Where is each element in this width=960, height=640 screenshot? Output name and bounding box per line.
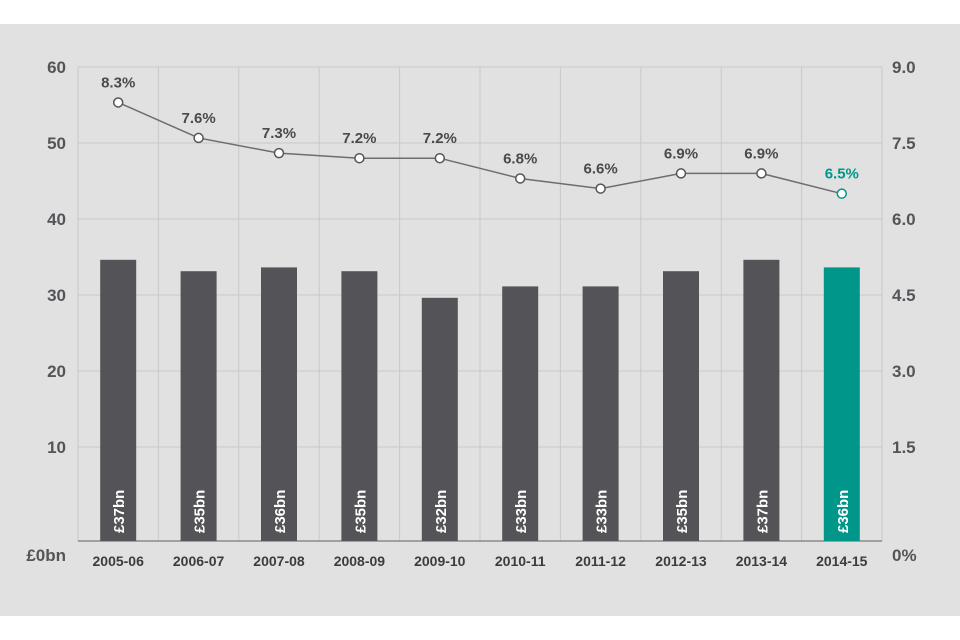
line-point [675,168,687,179]
line-value-label: 7.3% [262,125,296,142]
bars [100,259,860,541]
category-label: 2012-13 [655,553,707,569]
bar-label: £36bn [835,490,852,533]
left-tick-label: 40 [47,210,66,229]
category-label: 2006-07 [173,553,225,569]
bar [582,286,619,541]
right-axis: 0% 1.5 3.0 4.5 6.0 7.5 9.0 [892,58,917,565]
line-point [756,168,767,179]
category-label: 2014-15 [816,553,868,569]
bar-label: £35bn [352,490,369,533]
right-tick-label: 9.0 [892,58,916,77]
right-tick-label: 6.0 [892,210,916,229]
right-tick-label: 7.5 [892,134,916,153]
bar [743,259,780,541]
left-tick-label: 20 [47,362,66,381]
bar [823,267,860,541]
bar [261,267,297,541]
right-tick-label: 1.5 [892,438,916,457]
bar-label: £35bn [674,490,691,533]
bar [100,259,137,541]
bar [421,297,458,541]
line-point [112,97,124,108]
category-label: 2009-10 [414,553,466,569]
category-label: 2011-12 [575,553,626,569]
bar-label: £37bn [754,490,771,533]
line-value-label: 7.2% [423,130,457,147]
series-line [117,101,842,195]
right-tick-label: 3.0 [892,362,916,381]
left-tick-label: 50 [47,134,66,153]
line-point [514,173,526,184]
line-point [434,152,446,164]
bar-label: £32bn [433,490,450,533]
bar [341,271,378,541]
left-tick-label: £0bn [26,546,66,565]
bar-labels: £37bn £35bn £36bn £35bn £32bn £33bn £33bn £35bn… [111,490,852,533]
line-value-label: 6.9% [744,145,778,162]
bar-label: £33bn [513,490,530,533]
line-value-label: 6.6% [583,161,617,178]
line-value-label: 7.2% [342,130,376,147]
line-point [836,188,848,199]
left-tick-label: 60 [47,58,66,77]
left-tick-label: 30 [47,286,66,305]
line-point [273,147,285,159]
line-value-label: 6.5% [825,166,859,183]
line-value-label: 6.9% [664,145,698,162]
line-value-label: 7.6% [181,110,215,127]
bar [502,286,539,541]
category-label: 2008-09 [334,553,386,569]
category-label: 2007-08 [253,553,305,569]
category-label: 2005-06 [93,553,145,569]
line-series [112,97,848,199]
right-tick-label: 4.5 [892,286,916,305]
bar-label: £35bn [192,490,209,533]
category-label: 2013-14 [736,553,788,569]
line-point [193,132,204,144]
bar-label: £33bn [594,490,611,533]
bar [180,271,217,541]
right-tick-label: 0% [892,546,917,565]
bar-label: £37bn [111,490,128,533]
line-value-label: 6.8% [503,150,537,167]
line-point [595,183,606,194]
bar [663,271,699,541]
left-axis: £0bn 10 20 30 40 50 60 [26,58,66,565]
line-labels: 8.3% 7.6% 7.3% 7.2% 7.2% 6.8% 6.6% 6.9% 6.9% 6.5% [101,74,859,182]
category-label: 2010-11 [495,553,546,569]
x-axis: 2005-06 2006-07 2007-08 2008-09 2009-10 2010-… [93,553,868,569]
bar-label: £36bn [272,490,289,533]
line-value-label: 8.3% [101,74,135,91]
left-tick-label: 10 [47,438,66,457]
line-point [354,152,365,164]
